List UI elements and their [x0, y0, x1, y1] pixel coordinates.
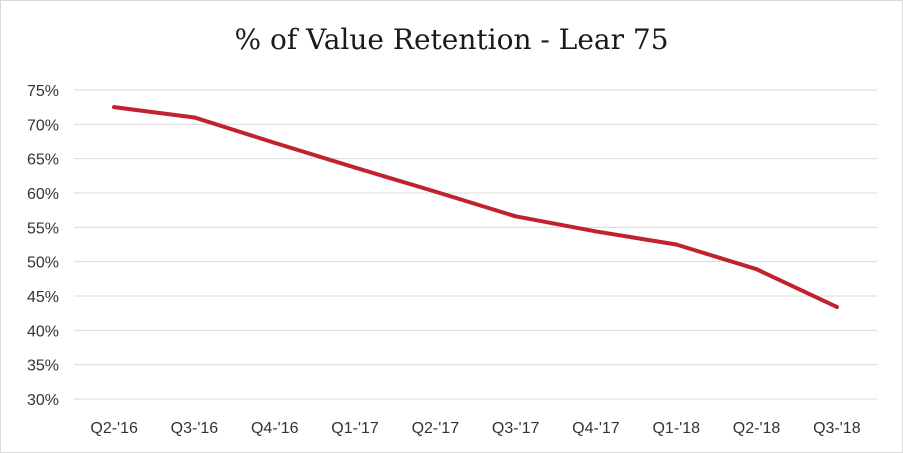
data-point [674, 242, 679, 247]
data-point [272, 140, 277, 145]
x-tick-label: Q3-'18 [813, 420, 861, 437]
data-point [112, 105, 117, 110]
y-tick-label: 60% [27, 186, 59, 203]
y-tick-label: 70% [27, 117, 59, 134]
y-axis-ticks: 30% 35% 40% 45% 50% 55% 60% 65% 70% 75% [27, 83, 59, 409]
y-tick-label: 55% [27, 220, 59, 237]
data-point [593, 229, 598, 234]
x-tick-label: Q4-'17 [572, 420, 620, 437]
data-point [433, 189, 438, 194]
data-point [192, 115, 197, 120]
y-tick-label: 50% [27, 255, 59, 272]
x-tick-label: Q2-'18 [733, 420, 781, 437]
y-tick-label: 30% [27, 392, 59, 409]
y-tick-label: 45% [27, 289, 59, 306]
data-point [513, 214, 518, 219]
y-tick-label: 75% [27, 83, 59, 100]
gridlines [74, 89, 877, 400]
x-tick-label: Q3-'17 [492, 420, 540, 437]
x-tick-label: Q2-'17 [412, 420, 460, 437]
x-axis-ticks: Q2-'16 Q3-'16 Q4-'16 Q1-'17 Q2-'17 Q3-'17 Q4-'… [90, 420, 860, 437]
x-tick-label: Q4-'16 [251, 420, 299, 437]
x-tick-label: Q3-'16 [171, 420, 219, 437]
data-point [834, 304, 839, 309]
series-group [112, 105, 839, 309]
series-line [112, 105, 839, 309]
chart-title: % of Value Retention - Lear 75 [234, 23, 669, 56]
y-tick-label: 65% [27, 152, 59, 169]
x-tick-label: Q1-'18 [652, 420, 700, 437]
x-tick-label: Q1-'17 [331, 420, 379, 437]
data-point [353, 165, 358, 170]
y-tick-label: 35% [27, 358, 59, 375]
data-point [754, 267, 759, 272]
y-tick-label: 40% [27, 323, 59, 340]
x-tick-label: Q2-'16 [90, 420, 138, 437]
